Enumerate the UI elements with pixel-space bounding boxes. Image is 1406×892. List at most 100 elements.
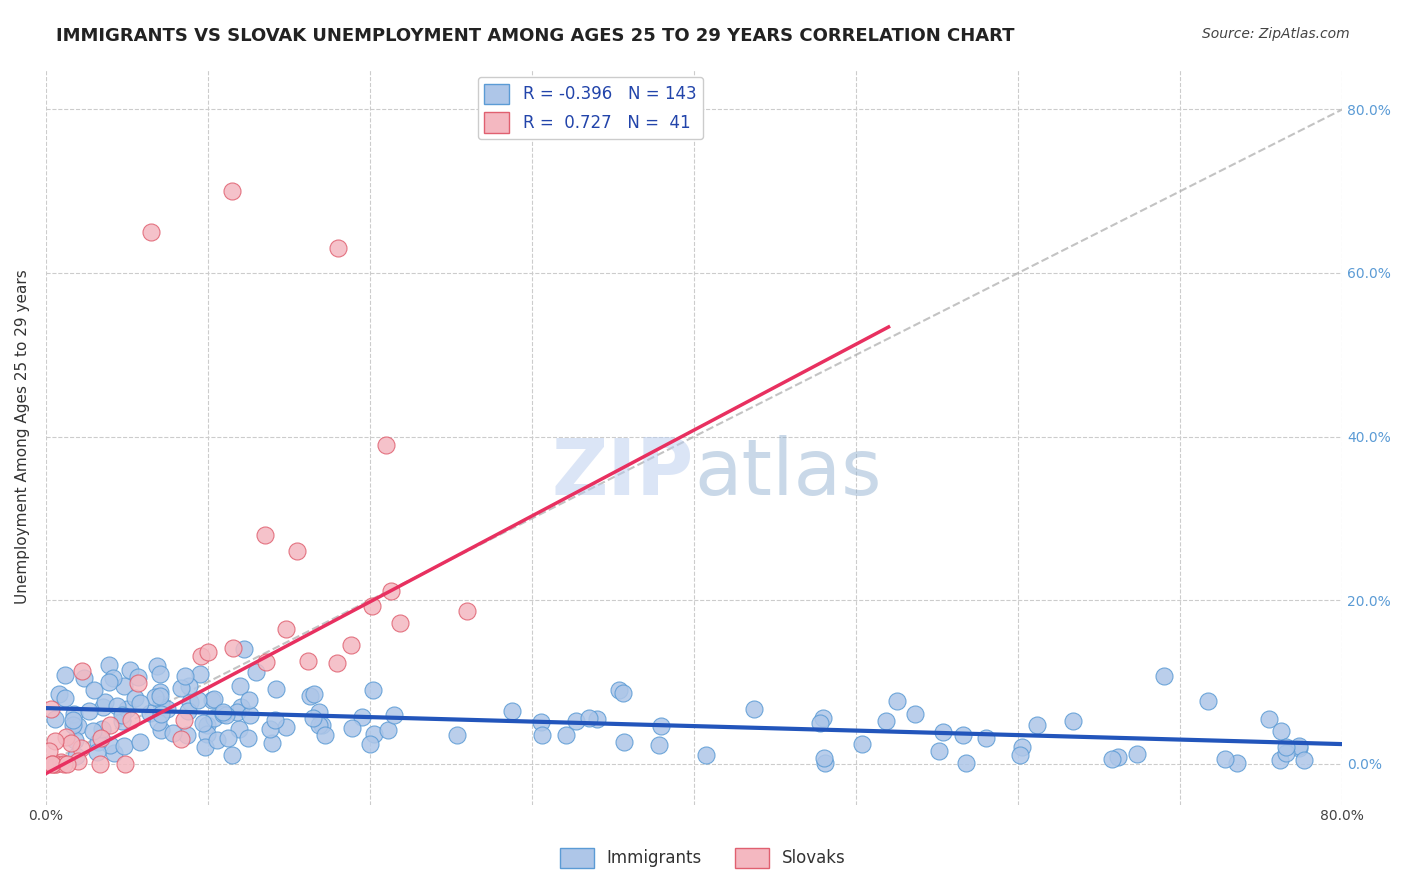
Point (1153, 669, 1175, 683)
Point (179, 695, 201, 709)
Point (363, 727, 385, 741)
Point (44, 756, 66, 771)
Point (156, 702, 179, 716)
Point (613, 735, 636, 749)
Point (1213, 751, 1236, 765)
Point (259, 722, 281, 736)
Point (382, 707, 405, 722)
Point (340, 722, 363, 736)
Point (177, 679, 200, 693)
Point (149, 689, 172, 703)
Text: ZIP: ZIP (553, 435, 695, 511)
Point (101, 671, 124, 685)
Point (45, 756, 67, 771)
Point (886, 694, 908, 708)
Point (297, 654, 319, 668)
Point (86, 745, 108, 759)
Point (851, 737, 873, 751)
Point (214, 708, 236, 723)
Point (202, 691, 225, 706)
Point (149, 685, 172, 699)
Point (1011, 739, 1033, 754)
Point (875, 714, 897, 728)
Point (202, 711, 225, 725)
Point (238, 731, 260, 745)
Point (201, 692, 224, 706)
Point (1107, 750, 1129, 764)
Point (193, 716, 215, 731)
Point (111, 707, 134, 722)
Point (49, 756, 72, 770)
Point (195, 727, 218, 741)
Point (55, 731, 77, 745)
Point (162, 726, 184, 740)
Point (53, 691, 76, 706)
Point (222, 641, 245, 656)
Point (127, 676, 149, 690)
Point (173, 713, 195, 727)
Point (97, 658, 120, 673)
Point (221, 747, 243, 762)
Point (360, 599, 382, 613)
Point (311, 718, 333, 732)
Point (301, 711, 323, 725)
Point (1257, 712, 1279, 726)
Point (48, 687, 70, 701)
Point (578, 711, 600, 725)
Point (530, 714, 553, 729)
Point (1010, 748, 1032, 763)
Point (149, 706, 172, 721)
Point (117, 702, 139, 716)
Point (1275, 746, 1298, 760)
Point (1270, 723, 1292, 738)
Point (1026, 717, 1049, 731)
Point (173, 669, 195, 683)
Point (1270, 753, 1292, 767)
Point (87, 735, 110, 749)
Point (62, 713, 84, 727)
Point (314, 728, 336, 742)
Point (931, 725, 953, 739)
Point (928, 744, 950, 758)
Point (44, 734, 66, 748)
Point (1288, 741, 1310, 756)
Point (53, 756, 76, 771)
Point (285, 544, 308, 558)
Point (359, 737, 381, 751)
Point (1288, 739, 1310, 753)
Point (388, 615, 411, 630)
Point (41, 756, 63, 771)
Point (39, 702, 62, 716)
Point (695, 747, 717, 762)
Point (129, 735, 152, 749)
Point (63, 706, 86, 721)
Point (127, 670, 149, 684)
Point (170, 732, 193, 747)
Point (217, 731, 239, 745)
Point (211, 706, 233, 720)
Point (229, 679, 252, 693)
Point (377, 723, 399, 737)
Text: atlas: atlas (695, 435, 882, 511)
Point (228, 722, 250, 736)
Point (120, 714, 142, 728)
Point (229, 699, 252, 714)
Point (530, 728, 553, 742)
Point (326, 242, 349, 256)
Point (124, 690, 146, 705)
Point (105, 698, 128, 713)
Point (1294, 753, 1316, 767)
Point (70, 665, 93, 679)
Point (141, 225, 163, 239)
Point (94, 695, 117, 709)
Point (974, 731, 997, 745)
Point (138, 706, 160, 721)
Point (38, 744, 60, 758)
Point (253, 527, 276, 541)
Point (304, 687, 326, 701)
Point (187, 692, 209, 706)
Point (149, 666, 172, 681)
Point (66, 754, 89, 768)
Point (238, 693, 260, 707)
Point (340, 638, 363, 652)
